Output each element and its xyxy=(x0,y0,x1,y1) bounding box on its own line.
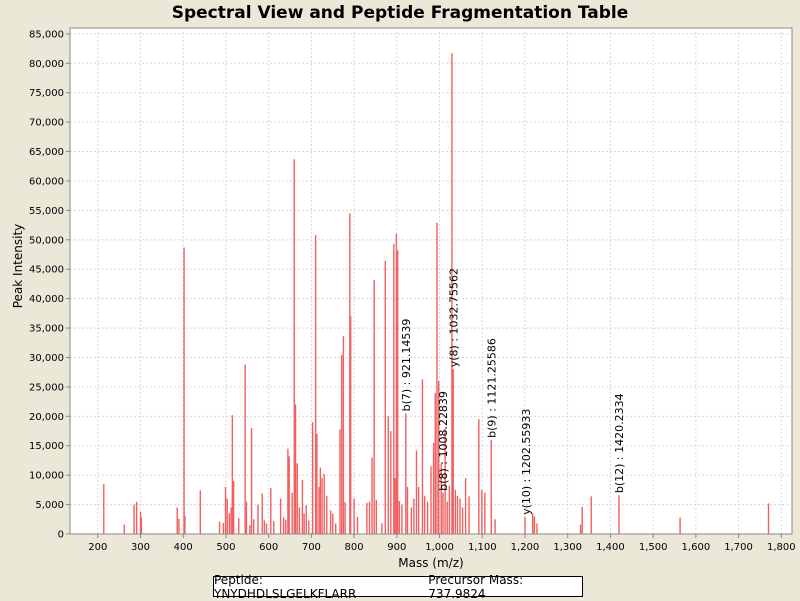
x-tick-label: 1,400 xyxy=(596,542,625,553)
x-tick-label: 1,000 xyxy=(425,542,454,553)
x-tick-label: 600 xyxy=(259,542,278,553)
x-tick-label: 200 xyxy=(88,542,107,553)
fragment-annotations: b(7) : 921.14539 b(8) : 1008.22839 y(8) : … xyxy=(400,268,626,515)
peptide-sequence: Peptide: YNYDHDLSLGELKFLARR xyxy=(214,572,357,601)
y-tick-label: 85,000 xyxy=(29,29,64,40)
chart-title: Spectral View and Peptide Fragmentation … xyxy=(171,3,629,23)
y-tick-label: 75,000 xyxy=(29,88,64,99)
x-tick-label: 700 xyxy=(302,542,321,553)
y-tick-label: 70,000 xyxy=(29,118,64,129)
grid-lines xyxy=(70,28,792,535)
y-tick-label: 50,000 xyxy=(29,235,64,246)
y-tick-label: 20,000 xyxy=(29,412,64,423)
x-tick-label: 1,200 xyxy=(511,542,540,553)
fragment-annotation-label: b(12) : 1420.2334 xyxy=(613,393,626,493)
x-tick-label: 1,600 xyxy=(682,542,711,553)
x-axis-label: Mass (m/z) xyxy=(398,556,463,570)
y-axis-label: Peak Intensity xyxy=(11,224,25,309)
axes: 0 5,000 10,000 15,000 20,000 25,000 30,000 35,0… xyxy=(29,28,796,553)
x-tick-label: 400 xyxy=(174,542,193,553)
y-tick-label: 80,000 xyxy=(29,59,64,70)
y-tick-label: 45,000 xyxy=(29,265,64,276)
y-tick-label: 35,000 xyxy=(29,324,64,335)
y-tick-label: 65,000 xyxy=(29,147,64,158)
fragment-annotation-label: y(10) : 1202.55933 xyxy=(520,409,533,515)
y-tick-label: 55,000 xyxy=(29,206,64,217)
y-tick-label: 25,000 xyxy=(29,382,64,393)
x-tick-label: 500 xyxy=(216,542,235,553)
y-tick-label: 40,000 xyxy=(29,294,64,305)
x-tick-label: 1,100 xyxy=(468,542,497,553)
y-tick-label: 5,000 xyxy=(35,500,64,511)
x-tick-label: 1,500 xyxy=(639,542,668,553)
y-tick-label: 0 xyxy=(58,530,64,541)
x-tick-label: 1,800 xyxy=(767,542,796,553)
peptide-info-box: Peptide: YNYDHDLSLGELKFLARR Precursor Ma… xyxy=(213,573,583,601)
x-tick-label: 800 xyxy=(345,542,364,553)
fragment-annotation-label: b(7) : 921.14539 xyxy=(400,319,413,412)
x-tick-label: 1,300 xyxy=(553,542,582,553)
fragment-annotation-label: b(8) : 1008.22839 xyxy=(437,391,450,491)
y-tick-label: 60,000 xyxy=(29,176,64,187)
y-tick-label: 15,000 xyxy=(29,441,64,452)
x-tick-label: 300 xyxy=(131,542,150,553)
y-tick-label: 10,000 xyxy=(29,471,64,482)
fragment-annotation-label: b(9) : 1121.25586 xyxy=(485,338,498,438)
fragment-annotation-label: y(8) : 1032.75562 xyxy=(448,268,461,367)
y-tick-label: 30,000 xyxy=(29,353,64,364)
x-tick-label: 900 xyxy=(387,542,406,553)
precursor-mass: Precursor Mass: 737.9824 xyxy=(428,572,524,601)
peak-series xyxy=(103,53,770,534)
plot-area xyxy=(69,27,793,535)
x-tick-label: 1,700 xyxy=(724,542,753,553)
